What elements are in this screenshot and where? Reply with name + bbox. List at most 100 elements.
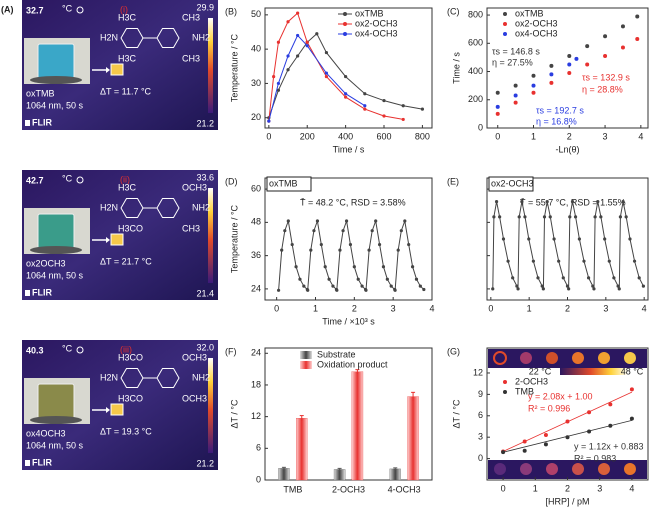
point — [296, 33, 300, 38]
point — [520, 199, 524, 204]
point — [637, 276, 641, 280]
point — [620, 45, 625, 50]
x-tick-label: 2 — [565, 303, 570, 313]
point — [629, 416, 634, 421]
structure-label: H3CO — [118, 223, 143, 233]
delta-t: ΔT = 11.7 °C — [100, 86, 152, 96]
bar — [278, 468, 290, 481]
condition: 1064 nm, 50 s — [26, 440, 84, 450]
y-tick-label: 6 — [256, 443, 261, 453]
temperature: 40.3 — [26, 345, 44, 355]
sample-name: ox2OCH3 — [26, 258, 66, 268]
x-tick-label: 0 — [488, 303, 493, 313]
point — [629, 387, 634, 392]
brand-logo — [25, 460, 30, 466]
temperature-unit: °C — [62, 3, 73, 13]
point — [494, 199, 499, 204]
point — [596, 199, 600, 204]
temperature-unit: °C — [62, 173, 73, 183]
bar — [407, 396, 419, 481]
point — [608, 402, 613, 407]
x-axis-label: -Ln(θ) — [555, 144, 579, 154]
point — [381, 265, 386, 269]
point — [315, 219, 320, 223]
point — [577, 237, 581, 241]
point — [286, 68, 290, 72]
point — [370, 229, 374, 233]
point — [364, 288, 368, 292]
point — [344, 74, 348, 79]
point — [286, 20, 290, 24]
point — [612, 276, 616, 280]
y-tick-label: 20 — [251, 112, 261, 122]
point — [492, 215, 496, 219]
bar — [389, 468, 401, 481]
target-box — [110, 403, 124, 416]
point — [548, 215, 552, 219]
brand: FLIR — [32, 457, 52, 467]
point — [567, 287, 571, 291]
point — [592, 287, 596, 291]
y-tick-label: 60 — [251, 183, 261, 193]
structure-label: H3C — [118, 182, 137, 192]
point — [616, 284, 620, 288]
roman-label: (ii) — [120, 174, 130, 184]
point — [585, 44, 590, 49]
y-tick-label: 6 — [478, 410, 483, 420]
structure-label: H2N — [100, 32, 118, 42]
thermal-strip — [488, 349, 647, 479]
y-tick-label: 48 — [251, 217, 261, 227]
y-tick-label: 200 — [468, 94, 483, 104]
point — [410, 265, 415, 269]
legend-label: oxTMB — [515, 8, 544, 18]
legend-marker — [503, 12, 507, 16]
point — [302, 284, 306, 288]
structure-label: H3CO — [118, 352, 143, 362]
x-tick-label: 800 — [415, 131, 430, 141]
point — [401, 117, 405, 122]
point — [495, 111, 500, 116]
annotation: R² = 0.983 — [574, 453, 616, 463]
y-tick-label: 12 — [473, 367, 483, 377]
legend-label: Substrate — [317, 349, 356, 359]
structure-label: OCH3 — [182, 182, 207, 192]
point — [276, 40, 281, 44]
structure-label: H3C — [118, 12, 137, 22]
legend-label: ox4-OCH3 — [355, 28, 398, 38]
point — [513, 83, 518, 88]
y-tick-label: 30 — [251, 78, 261, 88]
tag: oxTMB — [269, 178, 298, 188]
point — [549, 80, 554, 85]
plot-frame — [486, 177, 649, 301]
point — [338, 248, 342, 252]
colorbar-max: 33.6 — [196, 172, 214, 182]
colorbar-max: 32.0 — [196, 342, 214, 352]
point — [501, 450, 506, 455]
bar — [351, 371, 364, 481]
point — [498, 215, 502, 219]
beaker-stand — [30, 416, 82, 424]
series-line — [492, 201, 644, 290]
colorbar — [208, 188, 213, 283]
point — [393, 288, 397, 292]
x-tick-label: 4 — [638, 131, 643, 141]
point — [527, 237, 531, 241]
point — [549, 72, 554, 77]
x-tick-label: 200 — [300, 131, 315, 141]
point — [399, 229, 403, 233]
annotation: T̄ = 48.2 °C, RSD = 3.58% — [300, 197, 406, 207]
annotation: η = 16.8% — [536, 116, 577, 126]
legend-label: TMB — [515, 386, 534, 396]
point — [377, 242, 382, 247]
structure-label: OCH3 — [182, 352, 207, 362]
annotation: τs = 146.8 s — [492, 46, 540, 56]
x-tick-label: 4 — [429, 303, 434, 313]
brand: FLIR — [32, 117, 52, 127]
point — [513, 93, 518, 98]
plot-frame — [264, 7, 433, 129]
point — [363, 92, 367, 96]
point — [621, 199, 625, 204]
point — [305, 44, 309, 48]
roman-label: (iii) — [120, 344, 132, 354]
panel-label: (E) — [447, 176, 459, 186]
